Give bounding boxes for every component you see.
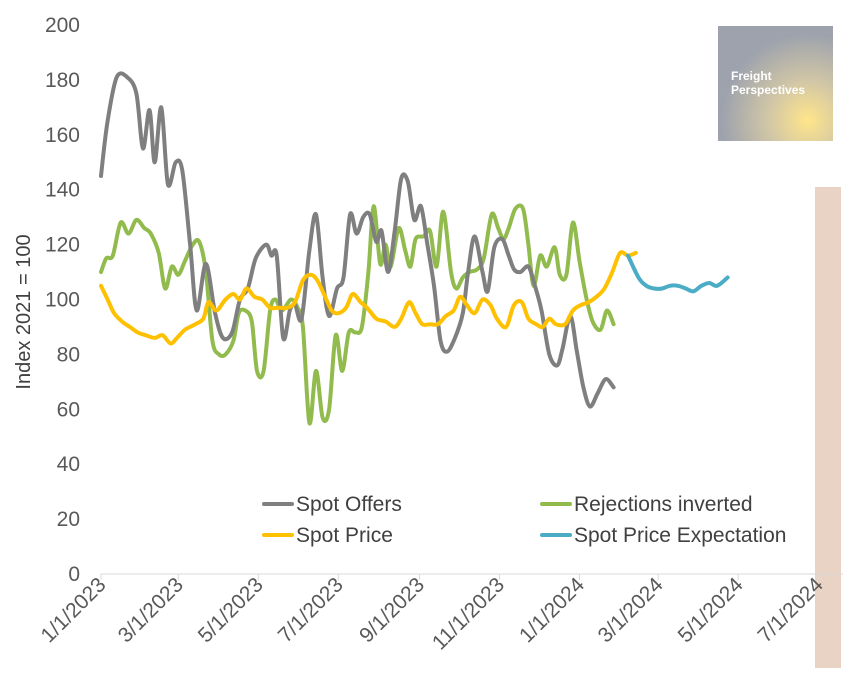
- y-axis-ticks: 0 20 40 60 80 100 120 140 160 180 200: [45, 14, 80, 586]
- y-axis-title: Index 2021 = 100: [13, 234, 35, 389]
- y-tick-label: 0: [68, 563, 80, 586]
- y-tick-label: 40: [57, 453, 80, 476]
- y-tick-label: 20: [57, 508, 80, 531]
- legend: Spot Offers Rejections inverted Spot Pri…: [262, 493, 786, 547]
- x-tick-label: 9/1/2023: [355, 573, 429, 647]
- logo-background: [718, 26, 833, 141]
- logo: Freight Perspectives: [718, 26, 833, 141]
- y-tick-label: 60: [57, 398, 80, 421]
- x-axis-ticks: 1/1/2023 3/1/2023 5/1/2023 7/1/2023 9/1/2023…: [36, 573, 827, 654]
- x-tick-label: 1/1/2024: [515, 573, 589, 647]
- series-line-spot-offers: [99, 71, 616, 409]
- y-tick-label: 120: [45, 234, 80, 257]
- x-tick-label: 5/1/2024: [674, 573, 748, 647]
- y-tick-label: 80: [57, 343, 80, 366]
- legend-label-rejections: Rejections inverted: [574, 493, 753, 516]
- series-line-expectation: [626, 253, 730, 294]
- legend-label-expectation: Spot Price Expectation: [574, 524, 786, 547]
- legend-label-spot-offers: Spot Offers: [296, 493, 402, 516]
- shaded-forecast-band: [815, 187, 841, 668]
- y-tick-label: 100: [45, 289, 80, 312]
- series-lines: [99, 71, 730, 426]
- logo-line-1: Freight: [731, 69, 772, 83]
- x-tick-label: 5/1/2023: [194, 573, 268, 647]
- y-tick-label: 140: [45, 179, 80, 202]
- legend-label-spot-price: Spot Price: [296, 524, 393, 547]
- y-tick-label: 200: [45, 14, 80, 37]
- logo-line-2: Perspectives: [731, 83, 805, 97]
- y-tick-label: 160: [45, 124, 80, 147]
- series-line-spot-price: [99, 250, 638, 346]
- x-tick-label: 11/1/2023: [428, 573, 509, 654]
- x-tick-label: 3/1/2024: [594, 573, 668, 647]
- x-tick-label: 7/1/2023: [274, 573, 348, 647]
- x-tick-label: 3/1/2023: [114, 573, 188, 647]
- series-line-rejections: [99, 203, 616, 426]
- y-tick-label: 180: [45, 69, 80, 92]
